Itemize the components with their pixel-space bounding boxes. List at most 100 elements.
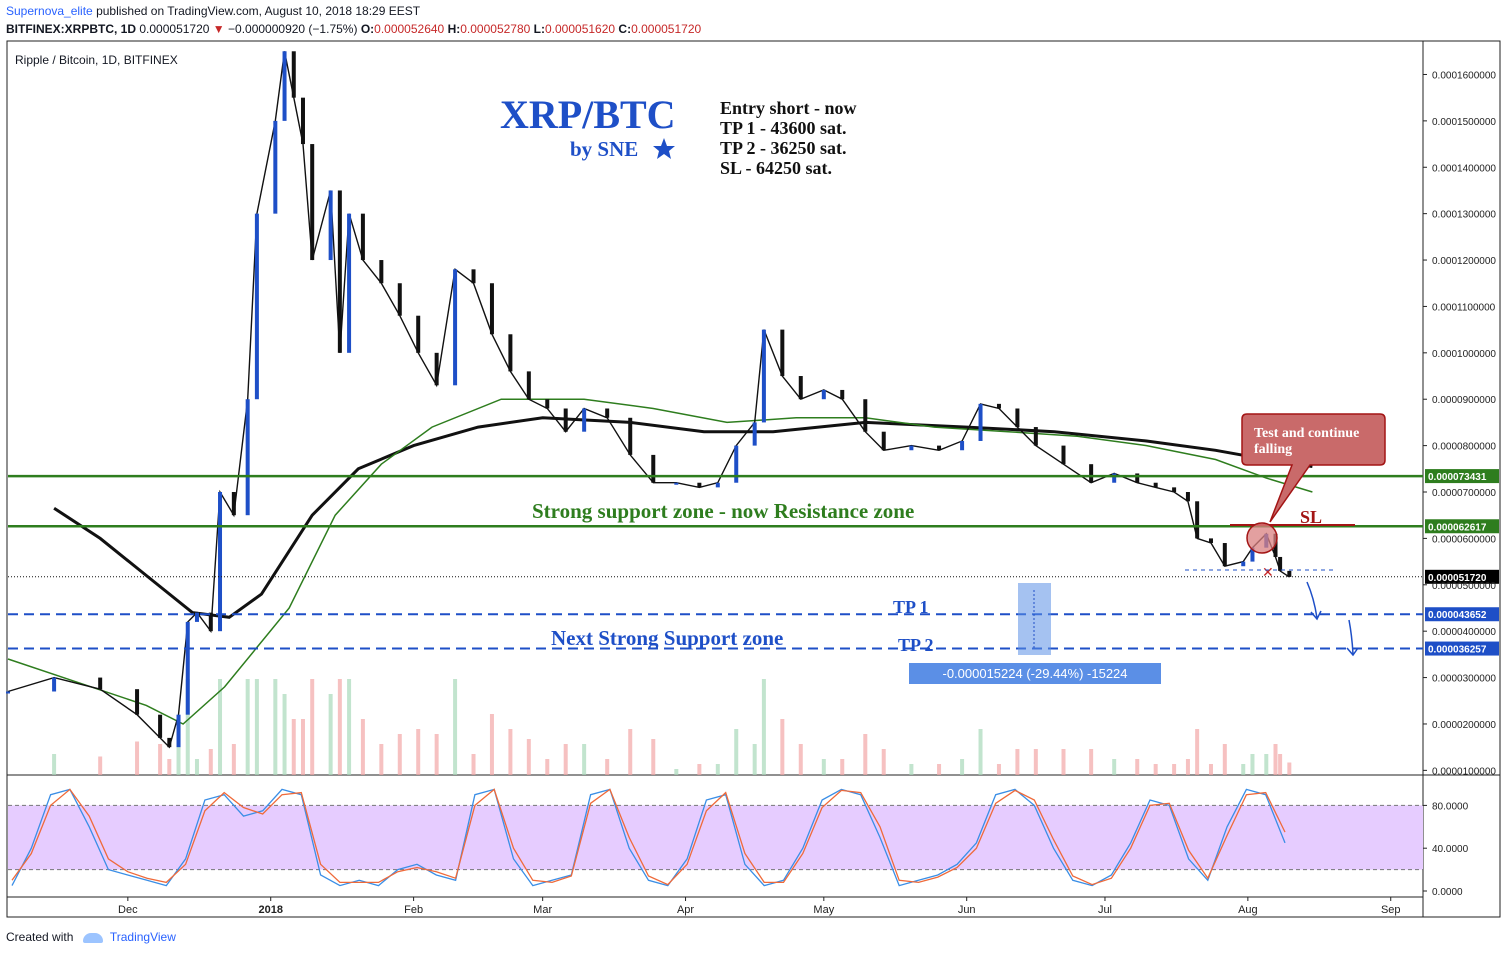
volume-bar (881, 749, 886, 775)
candle (881, 431, 886, 451)
x-tick-label: 2018 (258, 904, 282, 916)
volume-bar (1112, 759, 1117, 775)
candle (628, 417, 633, 455)
low-label: L: (533, 22, 545, 36)
x-tick-label: Feb (404, 904, 423, 916)
symbol-label: BITFINEX:XRPBTC, 1D (6, 22, 137, 36)
volume-bar (379, 744, 384, 775)
y-tick-label: 0.0000700000 (1432, 488, 1496, 499)
last-price-tag (1425, 569, 1499, 584)
candle (1172, 487, 1177, 493)
candle (798, 376, 803, 400)
footer: Created with TradingView (6, 930, 176, 944)
volume-bar (273, 679, 278, 775)
volume-bar (176, 734, 181, 775)
stoch-tick-label: 40.0000 (1432, 844, 1469, 855)
volume-bar (167, 759, 172, 775)
y-tick-label: 0.0001200000 (1432, 256, 1496, 267)
candle (167, 737, 172, 748)
volume-bar (628, 729, 633, 775)
last-price: 0.000051720 (139, 22, 210, 36)
plan-line-2: TP 1 - 43600 sat. (720, 118, 847, 138)
candle (605, 408, 610, 418)
volume-bar (1135, 759, 1140, 775)
candle (996, 403, 1001, 409)
volume-bar (840, 759, 845, 775)
candle (282, 51, 287, 121)
volume-bar (1061, 749, 1066, 775)
candle (397, 283, 402, 316)
plan-line-3: TP 2 - 36250 sat. (720, 138, 847, 158)
down-arrow-icon: ▼ (212, 22, 225, 36)
callout-text: Test and continue (1254, 426, 1359, 441)
volume-bar (1089, 749, 1094, 775)
tp-1-tag-label: 0.000043652 (1428, 610, 1487, 621)
volume-bar (218, 679, 223, 775)
tp2-text: TP 2 (898, 635, 934, 655)
price-line (6, 51, 1292, 749)
volume-bar (1153, 764, 1158, 775)
candle (734, 445, 739, 483)
candle (1222, 543, 1227, 567)
volume-bar (291, 719, 296, 775)
volume-bars (52, 679, 1292, 775)
test-circle (1246, 522, 1278, 554)
candle (6, 691, 10, 694)
volume-bar (1195, 729, 1200, 775)
candle (176, 714, 181, 748)
candle (508, 334, 513, 372)
volume-bar (563, 744, 568, 775)
close-value: 0.000051720 (631, 22, 702, 36)
candle (218, 492, 223, 632)
candle (347, 213, 352, 353)
y-tick-label: 0.0000200000 (1432, 720, 1496, 731)
volume-bar (310, 679, 315, 775)
measure-label-box (909, 663, 1161, 684)
candle (1061, 445, 1066, 465)
candle (960, 440, 965, 451)
volume-bar (194, 759, 199, 775)
volume-bar (1241, 764, 1246, 775)
y-tick-label: 0.0001600000 (1432, 70, 1496, 81)
sl-text: SL (1300, 507, 1322, 527)
volume-bar (863, 734, 868, 775)
candle (245, 399, 250, 516)
plan-line-1: Entry short - now (720, 98, 857, 118)
axes: 0.0001600000 0.0001500000 0.0001400000 0.00… (118, 70, 1496, 916)
created-with-text: Created with (6, 930, 74, 944)
volume-bar (1250, 754, 1255, 775)
chart-title: Ripple / Bitcoin, 1D, BITFINEX (15, 53, 178, 67)
candle (526, 371, 531, 400)
candle (1195, 501, 1200, 539)
x-tick-label: Sep (1381, 904, 1401, 916)
price-change: −0.000000920 (−1.75%) (228, 22, 358, 36)
volume-bar (231, 744, 236, 775)
candle (761, 329, 766, 423)
volume-bar (909, 764, 914, 775)
candle (453, 269, 458, 386)
tradingview-logo-icon (82, 932, 103, 943)
published-text: published on TradingView.com, August 10,… (96, 4, 421, 18)
candle (434, 352, 439, 386)
volume-bar (98, 756, 103, 775)
x-tick-label: Mar (533, 904, 552, 916)
volume-bar (978, 729, 983, 775)
volume-bar (360, 719, 365, 775)
candle (1241, 561, 1246, 567)
candle (674, 482, 679, 485)
volume-bar (434, 734, 439, 775)
tp-2-tag (1425, 641, 1499, 656)
candle (471, 269, 476, 284)
tp-1-tag (1425, 607, 1499, 622)
volume-bar (752, 744, 757, 775)
main-pane-frame (6, 40, 1501, 918)
author-link[interactable]: Supernova_elite (6, 4, 93, 18)
stoch-d-line (11, 788, 1286, 886)
tradingview-link[interactable]: TradingView (109, 930, 176, 944)
x-tick-label: Jul (1098, 904, 1112, 916)
volume-bar (1222, 744, 1227, 775)
x-tick-label: Apr (677, 904, 694, 916)
y-tick-label: 0.0000500000 (1432, 581, 1496, 592)
candle (582, 408, 587, 432)
